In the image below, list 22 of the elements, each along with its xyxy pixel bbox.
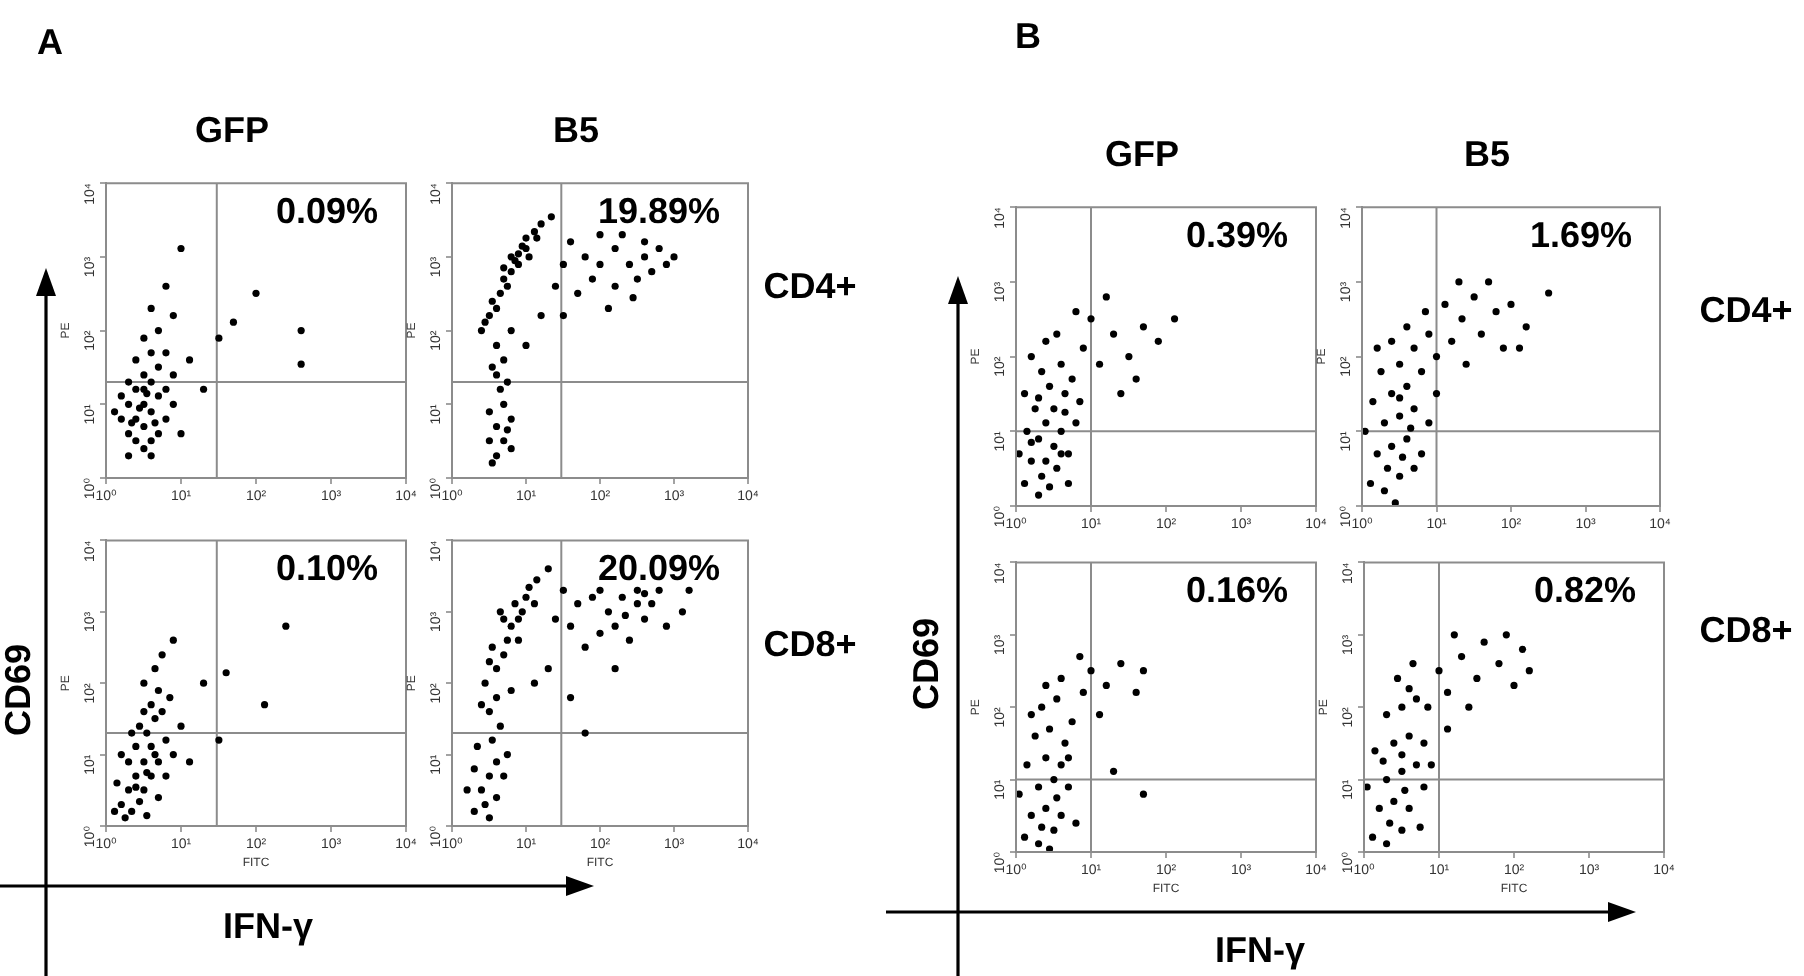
- text: IFN-γ: [223, 906, 313, 946]
- text: B: [1015, 16, 1041, 56]
- text: A: [37, 22, 63, 62]
- annotation: 0.82%: [1533, 570, 1636, 611]
- chart-title: GFP: [194, 110, 270, 151]
- chart-title: B5: [552, 110, 600, 151]
- text: CD69: [906, 617, 946, 711]
- annotation: 19.89%: [597, 191, 720, 232]
- chart-title: GFP: [1104, 134, 1180, 175]
- annotation: 0.16%: [1185, 570, 1288, 611]
- text: CD69: [0, 643, 38, 737]
- chart-title: B5: [1463, 134, 1511, 175]
- text: CD4+: [763, 265, 857, 306]
- text: CD8+: [763, 624, 857, 664]
- text: CD4+: [1699, 289, 1793, 330]
- text: CD8+: [1699, 610, 1793, 650]
- annotation: 20.09%: [597, 548, 720, 589]
- annotation: 0.39%: [1185, 215, 1288, 256]
- annotation: 0.09%: [275, 191, 378, 232]
- annotation: 1.69%: [1529, 215, 1632, 256]
- annotation: 0.10%: [275, 548, 378, 589]
- text: IFN-γ: [1215, 930, 1305, 970]
